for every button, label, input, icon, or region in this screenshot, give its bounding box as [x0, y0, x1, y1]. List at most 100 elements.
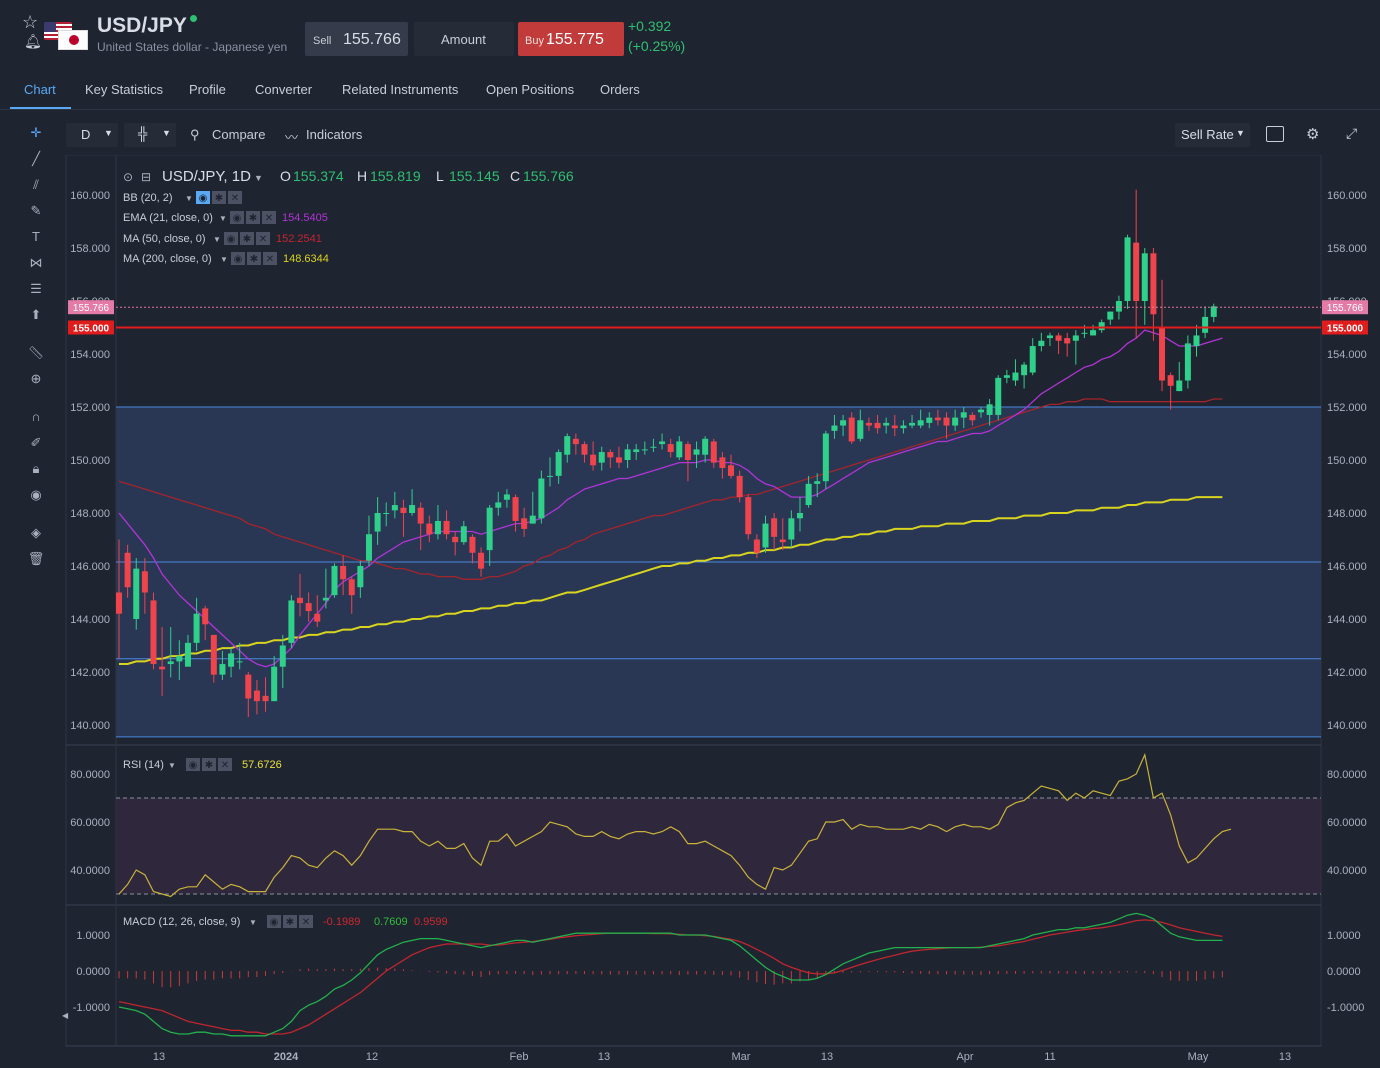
chart-type-dropdown[interactable]: ╬ ▼ — [124, 123, 176, 147]
eye-icon[interactable]: ◉ — [30, 487, 42, 502]
candle-body — [986, 404, 993, 415]
ohlc-value-c: 155.766 — [523, 168, 574, 184]
ohlc-label: L — [436, 168, 444, 184]
price-chart[interactable]: 160.000160.000158.000158.000156.000156.0… — [0, 155, 1380, 1068]
rate-dropdown[interactable]: Sell Rate ▼ — [1175, 123, 1250, 147]
last-price-tag-text: 155.766 — [1327, 303, 1364, 314]
pattern-icon[interactable]: ⋈ — [29, 255, 43, 270]
zoom-in-icon[interactable]: ⊕ — [30, 371, 42, 386]
trash-icon[interactable]: 🗑︎ — [27, 551, 45, 566]
candle-body — [952, 417, 959, 426]
star-icon[interactable]: ☆ — [22, 12, 39, 32]
tab-related-instruments[interactable]: Related Instruments — [342, 82, 459, 97]
level-price-tag — [68, 320, 114, 335]
candle-body — [434, 520, 441, 535]
candle-body — [1167, 375, 1174, 386]
buy-price: 155.775 — [546, 31, 604, 48]
candle-body — [943, 417, 950, 426]
candle-body — [865, 422, 872, 426]
candle-body — [253, 690, 260, 702]
interval-dropdown[interactable]: D ▼ — [66, 123, 118, 147]
candle-body — [1124, 237, 1131, 301]
rsi-legend-name: RSI (14) — [123, 759, 164, 771]
chevron-down-icon: ▼ — [219, 214, 227, 223]
candle-body — [116, 592, 122, 614]
arrow-up-icon[interactable]: ⬆ — [30, 307, 42, 322]
candle-body — [150, 600, 157, 665]
candle-body — [900, 425, 907, 429]
price-axis-label-left: 144.000 — [70, 614, 110, 626]
screenshot-icon[interactable] — [1266, 126, 1284, 142]
candle-body — [383, 513, 390, 514]
fullscreen-icon[interactable]: ⤢ — [1346, 125, 1358, 141]
drawing-toolbar: ✛ ╱ ⫽ ✎ T ⋈ ☰ ⬆ 📏︎ ⊕ ∩ ✐ 🔒︎ ◉ ◈ 🗑︎ — [18, 120, 54, 580]
settings-gear-icon[interactable]: ⚙ — [1306, 126, 1320, 143]
trend-line-icon[interactable]: ╱ — [32, 151, 40, 166]
compare-button[interactable]: Compare — [212, 127, 266, 142]
tab-profile[interactable]: Profile — [189, 82, 226, 97]
fib-retracement-icon[interactable]: ☰ — [30, 281, 42, 296]
candle-body — [469, 536, 476, 553]
candle-body — [624, 449, 631, 460]
chart-toolbar: D ▼ ╬ ▼ ⚲ Compare 〰 Indicators Sell Rate… — [66, 120, 1371, 150]
time-axis-label: Feb — [510, 1051, 529, 1063]
eye-icon-glyph: ◉ — [233, 213, 242, 224]
candle-body — [409, 505, 416, 513]
tab-open-positions[interactable]: Open Positions — [486, 82, 575, 97]
amount-input[interactable]: Amount — [414, 22, 514, 56]
close-icon-glyph: ✕ — [221, 760, 229, 771]
tab-orders[interactable]: Orders — [600, 82, 640, 97]
crosshair-icon[interactable]: ✛ — [30, 125, 42, 140]
candle-body — [512, 497, 519, 521]
brush-icon[interactable]: ✎ — [30, 203, 42, 218]
ruler-icon[interactable]: 📏︎ — [27, 345, 45, 360]
text-tool-icon[interactable]: T — [32, 229, 40, 244]
chart-title: USD/JPY, 1D — [162, 168, 251, 185]
bollinger-band-fill — [116, 407, 1321, 737]
pitchfork-icon[interactable]: ⫽ — [33, 177, 39, 192]
candle-body — [357, 566, 364, 588]
candle-body — [693, 449, 700, 455]
sell-button[interactable]: Sell 155.766 — [305, 22, 408, 56]
compare-icon[interactable]: ⚲ — [190, 127, 200, 142]
lock-icon[interactable]: 🔒︎ — [32, 461, 40, 476]
tab-key-statistics[interactable]: Key Statistics — [85, 82, 164, 97]
chevron-down-icon: ▼ — [185, 194, 193, 203]
indicators-button[interactable]: Indicators — [306, 127, 363, 142]
candle-body — [305, 603, 312, 612]
alert-bell-icon[interactable]: 🔔︎ — [24, 33, 42, 49]
sell-label: Sell — [313, 35, 332, 47]
macd-axis-label-right: 0.0000 — [1327, 966, 1361, 978]
time-axis-label: 13 — [153, 1051, 165, 1063]
close-icon-glyph: ✕ — [265, 213, 273, 224]
instrument-header: ☆ 🔔︎ USD/JPY United States dollar - Japa… — [0, 0, 1380, 70]
indicators-icon[interactable]: 〰 — [285, 130, 299, 145]
rsi-legend-value: 57.6726 — [242, 759, 282, 771]
candle-body — [1141, 253, 1148, 301]
draw-mode-icon[interactable]: ✐ — [30, 435, 42, 450]
time-axis-label: 13 — [598, 1051, 610, 1063]
candle-body — [874, 422, 881, 429]
candle-body — [917, 420, 924, 426]
candle-body — [374, 513, 381, 532]
time-axis-label: Mar — [732, 1051, 751, 1063]
gear-icon-glyph: ✱ — [243, 234, 251, 245]
ohlc-label: H — [357, 168, 367, 184]
eye-icon-glyph: ◉ — [270, 917, 279, 928]
candle-body — [167, 661, 174, 665]
layers-icon[interactable]: ◈ — [31, 525, 41, 540]
rate-value: Sell Rate — [1181, 127, 1234, 142]
tab-converter[interactable]: Converter — [255, 82, 313, 97]
price-axis-label-left: 142.000 — [70, 667, 110, 679]
candle-body — [547, 475, 553, 477]
magnet-icon[interactable]: ∩ — [31, 409, 41, 424]
candle-body — [159, 666, 166, 670]
buy-button[interactable]: Buy ↓ 155.775 — [518, 22, 624, 56]
candle-body — [538, 478, 545, 519]
tab-chart[interactable]: Chart — [24, 82, 56, 97]
candle-body — [1098, 322, 1105, 331]
rsi-axis-label-right: 80.0000 — [1327, 769, 1367, 781]
candle-body — [840, 420, 847, 426]
candle-body — [1038, 340, 1045, 347]
